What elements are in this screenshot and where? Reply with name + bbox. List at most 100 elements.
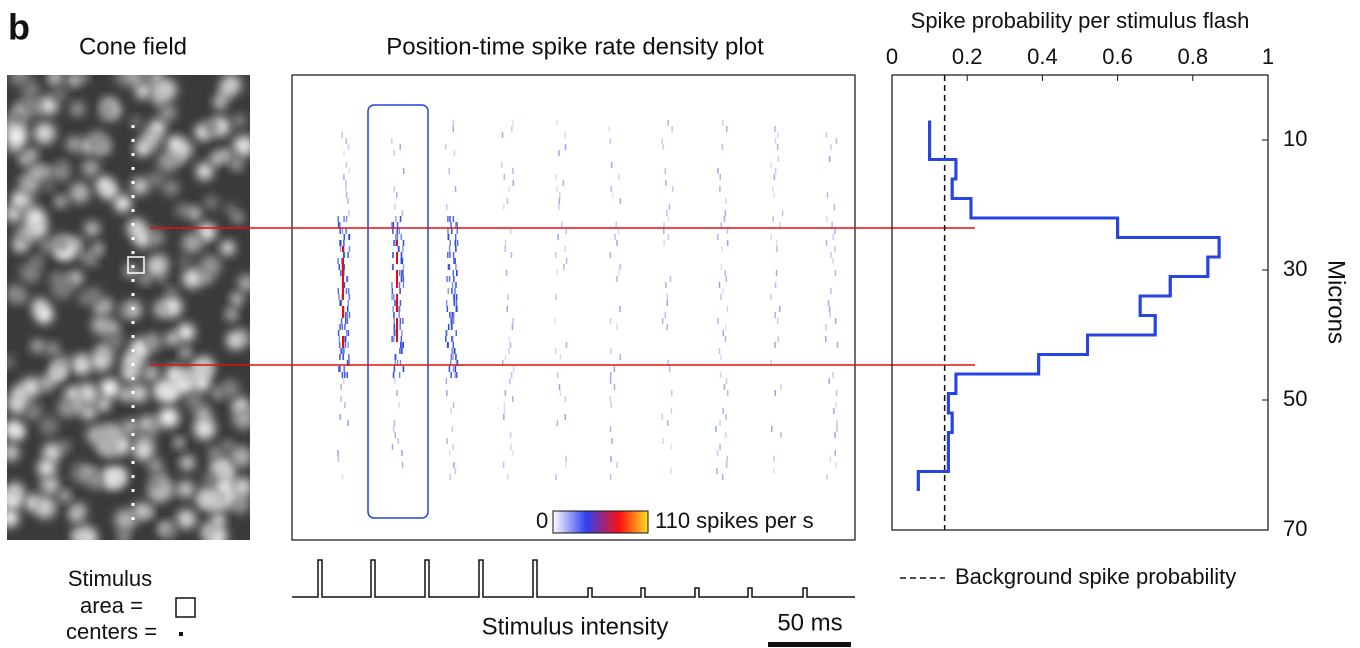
- cone: [114, 195, 131, 212]
- raster-tick: [716, 450, 719, 456]
- raster-tick: [448, 366, 451, 372]
- raster-tick: [348, 210, 350, 216]
- cone-image: [7, 75, 250, 540]
- raster-tick: [348, 312, 351, 318]
- raster-tick: [834, 432, 836, 438]
- raster-tick: [396, 222, 399, 228]
- raster-tick: [715, 426, 717, 432]
- cone: [51, 365, 63, 378]
- cone: [114, 509, 137, 531]
- y-tick-label: 70: [1283, 516, 1307, 541]
- raster-tick: [718, 348, 721, 354]
- raster-tick: [670, 444, 672, 450]
- raster-tick: [723, 384, 726, 390]
- raster-tick: [393, 330, 395, 336]
- raster-tick: [340, 300, 342, 306]
- raster-tick: [401, 342, 404, 348]
- raster-tick: [346, 330, 348, 336]
- raster-tick: [562, 180, 565, 186]
- cone: [181, 370, 195, 384]
- cone: [182, 267, 203, 289]
- raster-peak: [342, 336, 344, 342]
- cone: [147, 171, 165, 189]
- raster-tick: [452, 444, 454, 450]
- raster-tick: [555, 174, 557, 180]
- cone: [200, 522, 219, 540]
- raster-tick: [338, 336, 341, 342]
- raster-tick: [392, 222, 395, 228]
- raster-tick: [508, 336, 510, 342]
- raster-tick: [503, 414, 505, 420]
- raster-peak: [342, 258, 344, 264]
- raster-tick: [398, 372, 401, 378]
- raster-tick: [773, 456, 775, 462]
- raster-tick: [828, 156, 831, 162]
- raster-tick: [716, 468, 718, 474]
- raster-tick: [450, 324, 453, 330]
- raster-tick: [400, 258, 402, 264]
- raster-tick: [616, 276, 618, 282]
- cone: [195, 405, 212, 422]
- raster-tick: [609, 318, 612, 324]
- cone: [7, 126, 27, 148]
- raster-tick: [393, 294, 395, 300]
- raster-tick: [507, 294, 509, 300]
- raster-tick: [719, 444, 721, 450]
- raster-tick: [402, 270, 404, 276]
- raster-tick: [667, 420, 669, 426]
- legend-text: centers =: [66, 619, 157, 644]
- raster-tick: [449, 312, 451, 318]
- raster-tick: [396, 228, 399, 234]
- raster-tick: [773, 174, 776, 180]
- raster-tick: [556, 420, 559, 426]
- raster-tick: [339, 300, 341, 306]
- cone: [86, 425, 105, 444]
- raster-tick: [453, 294, 456, 300]
- raster-tick: [401, 450, 403, 456]
- cone: [194, 356, 215, 377]
- cone: [57, 398, 77, 418]
- raster-tick: [339, 246, 342, 252]
- raster-tick: [836, 420, 838, 426]
- raster-tick: [456, 306, 459, 312]
- raster-peak: [342, 306, 344, 312]
- raster-tick: [391, 282, 393, 288]
- raster-tick: [661, 414, 664, 420]
- raster-tick: [451, 348, 453, 354]
- raster-tick: [448, 246, 451, 252]
- cone: [184, 391, 204, 411]
- raster-tick: [661, 138, 664, 144]
- colorbar: [552, 510, 649, 534]
- raster-tick: [396, 360, 399, 366]
- raster-tick: [393, 366, 396, 372]
- raster-tick: [617, 228, 620, 234]
- raster-tick: [347, 330, 350, 336]
- raster-tick: [348, 360, 351, 366]
- raster-tick: [512, 168, 514, 174]
- raster-tick: [834, 270, 837, 276]
- cone: [204, 120, 218, 134]
- raster-tick: [345, 228, 347, 234]
- raster-tick: [454, 186, 457, 192]
- raster-tick: [829, 456, 832, 462]
- raster-peak: [396, 306, 398, 312]
- raster-tick: [725, 462, 728, 468]
- cone: [118, 306, 129, 317]
- raster-tick: [774, 342, 776, 348]
- raster-tick: [393, 186, 395, 192]
- raster-tick: [445, 144, 447, 150]
- raster-tick: [338, 264, 341, 270]
- raster-tick: [564, 144, 567, 150]
- raster-tick: [565, 258, 568, 264]
- raster-tick: [446, 342, 449, 348]
- raster-tick: [341, 258, 343, 264]
- raster-tick: [835, 462, 837, 468]
- cone: [21, 377, 41, 398]
- cone: [133, 440, 154, 461]
- cone: [144, 332, 162, 351]
- raster-tick: [399, 216, 402, 222]
- raster-tick: [663, 222, 665, 228]
- cone: [196, 163, 214, 180]
- legend-label: Background spike probability: [955, 564, 1236, 589]
- raster-tick: [446, 390, 448, 396]
